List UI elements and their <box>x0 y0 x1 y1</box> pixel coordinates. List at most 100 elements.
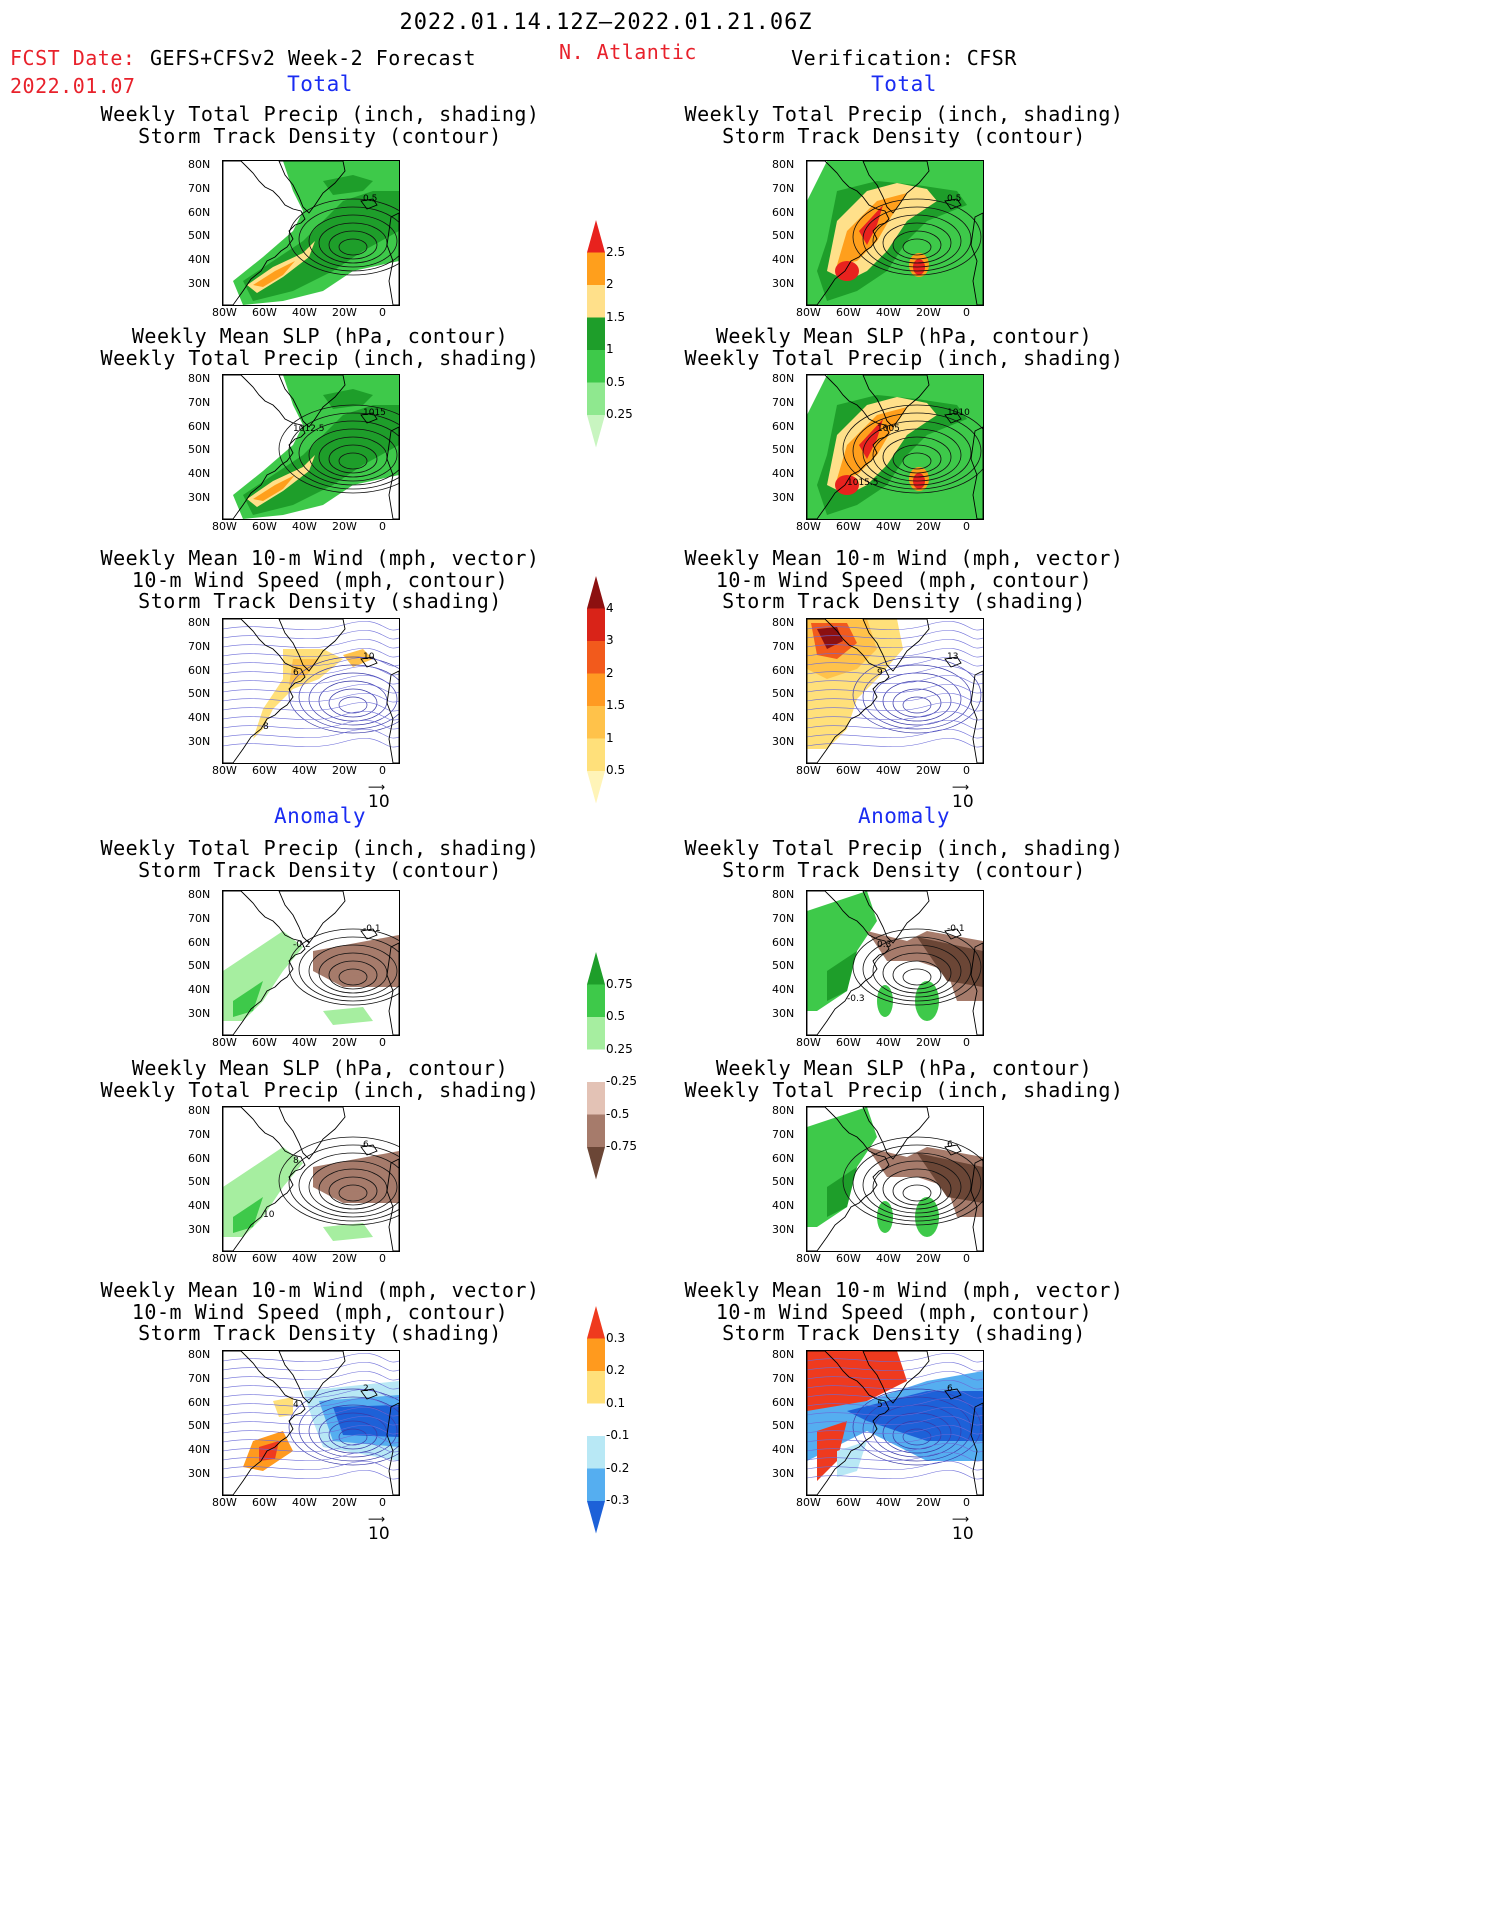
contour-label: 10 <box>363 652 375 662</box>
lon-tick-label: 60W <box>836 1496 861 1509</box>
lon-tick-label: 40W <box>876 1496 901 1509</box>
colorbar-swatch <box>587 576 605 609</box>
lon-tick-label: 0 <box>379 764 386 777</box>
contour-lines <box>807 161 983 305</box>
contour-label: 6 <box>947 1384 953 1394</box>
contour-label: 6 <box>947 1140 953 1150</box>
lat-tick-label: 40N <box>188 983 211 997</box>
lon-tick-label: 80W <box>796 520 821 533</box>
section-total-left: Total <box>287 72 353 96</box>
lon-tick-label: 40W <box>876 306 901 319</box>
colorbar-swatch <box>587 1403 605 1436</box>
map-panel-total-verification: 0.5 <box>806 160 984 306</box>
lat-tick-label: 50N <box>772 443 795 457</box>
lon-tick-label: 40W <box>292 1496 317 1509</box>
lon-tick-label: 80W <box>796 764 821 777</box>
panel-title: Weekly Mean SLP (hPa, contour) <box>715 324 1093 348</box>
lat-tick-label: 50N <box>772 229 795 243</box>
shading-field <box>807 1107 983 1237</box>
vector-ref-value: 10 <box>368 792 390 812</box>
lat-tick-label: 50N <box>188 443 211 457</box>
lon-tick-label: 40W <box>292 764 317 777</box>
lon-tick-label: 40W <box>292 306 317 319</box>
lon-tick-label: 20W <box>916 764 941 777</box>
colorbar-label: -0.2 <box>606 1460 630 1475</box>
shading-field <box>233 161 399 305</box>
contour-lines <box>223 619 399 763</box>
lat-tick-label: 40N <box>772 1199 795 1213</box>
lon-tick-label: 40W <box>292 1036 317 1049</box>
fcst-date-label: FCST Date: <box>10 46 136 70</box>
colorbar-swatch <box>587 738 605 771</box>
panel-title: Storm Track Density (shading) <box>722 1321 1086 1345</box>
lat-tick-label: 70N <box>188 1371 211 1385</box>
lon-tick-label: 80W <box>212 520 237 533</box>
lat-tick-label: 80N <box>188 1348 211 1361</box>
contour-label: 8 <box>293 1156 299 1166</box>
colorbar-label: 2 <box>606 665 614 680</box>
panel-title: Weekly Mean 10-m Wind (mph, vector) <box>100 546 540 570</box>
lat-tick-label: 70N <box>188 181 211 195</box>
colorbar-swatch <box>587 771 605 804</box>
contour-lines <box>223 1107 399 1251</box>
lat-tick-label: 60N <box>772 663 795 677</box>
colorbar-label: 4 <box>606 600 614 615</box>
lon-tick-label: 60W <box>836 1036 861 1049</box>
lat-tick-label: 70N <box>772 395 795 409</box>
lat-tick-label: 30N <box>188 1467 211 1480</box>
vector-reference: ⟶ 10 <box>368 1513 390 1544</box>
lon-tick-label: 80W <box>212 1252 237 1265</box>
lat-tick-label: 50N <box>188 959 211 973</box>
lat-tick-label: 40N <box>188 253 211 267</box>
map-panel-total-forecast: 1015 1012.5 <box>222 374 400 520</box>
vector-reference: ⟶ 10 <box>952 781 974 812</box>
lon-tick-label: 60W <box>836 1252 861 1265</box>
vector-ref-value: 10 <box>952 1524 974 1544</box>
lat-tick-label: 30N <box>772 735 795 748</box>
lon-tick-label: 0 <box>963 1036 970 1049</box>
lon-tick-label: 60W <box>836 306 861 319</box>
lon-tick-label: 60W <box>252 1496 277 1509</box>
colorbar-swatch <box>587 1114 605 1147</box>
colorbar-label: -0.75 <box>606 1139 638 1153</box>
contour-label: 1015 <box>363 408 386 418</box>
lon-tick-label: 20W <box>916 520 941 533</box>
section-total-right: Total <box>871 72 937 96</box>
lon-tick-label: 20W <box>916 306 941 319</box>
vector-ref-value: 10 <box>368 1524 390 1544</box>
colorbar-swatch <box>587 220 605 253</box>
panel-title: Weekly Total Precip (inch, shading) <box>100 345 540 370</box>
lon-tick-label: 20W <box>332 306 357 319</box>
panel-title: 10-m Wind Speed (mph, contour) <box>131 567 509 592</box>
contour-lines <box>807 891 983 1035</box>
colorbar-swatch <box>587 1371 605 1404</box>
map-panel-anom-verification: 6 <box>806 1106 984 1252</box>
lat-tick-label: 40N <box>772 253 795 267</box>
colorbar-swatch <box>587 1501 605 1534</box>
panel-title: 10-m Wind Speed (mph, contour) <box>715 567 1093 592</box>
lon-tick-label: 60W <box>252 1036 277 1049</box>
lat-tick-label: 80N <box>772 372 795 385</box>
contour-lines <box>223 891 399 1035</box>
contour-label: 0.5 <box>947 194 961 204</box>
lon-tick-label: 80W <box>796 306 821 319</box>
colorbar-label: 1.5 <box>606 309 626 324</box>
shading-field <box>807 375 983 519</box>
lon-tick-label: 0 <box>963 1496 970 1509</box>
panel-title: Storm Track Density (shading) <box>138 1321 502 1345</box>
lat-tick-label: 30N <box>188 1223 211 1236</box>
panel-title: Weekly Mean 10-m Wind (mph, vector) <box>100 1278 540 1302</box>
colorbar-label: 0.1 <box>606 1395 626 1410</box>
lat-tick-label: 80N <box>188 888 211 901</box>
region-label: N. Atlantic <box>559 40 697 64</box>
colorbar-swatch <box>587 608 605 641</box>
lon-tick-label: 40W <box>292 1252 317 1265</box>
colorbar-swatch <box>587 984 605 1017</box>
lat-tick-label: 70N <box>772 639 795 653</box>
contour-label: 5 <box>877 1400 883 1410</box>
panel-title: Storm Track Density (shading) <box>138 589 502 613</box>
contour-label: 6 <box>363 1140 369 1150</box>
colorbar-label: 0.5 <box>606 763 626 777</box>
lon-tick-label: 40W <box>876 1036 901 1049</box>
map-panel-total-verification: 13 9 <box>806 618 984 764</box>
